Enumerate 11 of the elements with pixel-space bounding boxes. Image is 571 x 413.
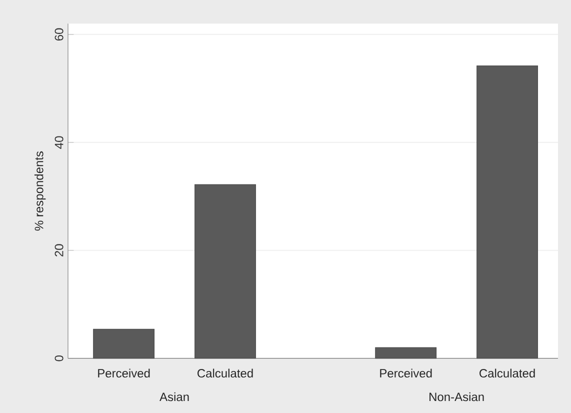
x-tick-label: Perceived [98, 368, 150, 378]
x-tick-label: Calculated [480, 368, 535, 378]
y-tick-label: 60 [54, 28, 64, 41]
x-tick-label: Calculated [198, 368, 253, 378]
y-tick-label: 20 [54, 244, 64, 256]
y-tick-label: 40 [54, 136, 64, 149]
y-tick-label: 0 [54, 355, 64, 362]
y-axis-title: % respondents [34, 151, 46, 231]
text: Asian [160, 392, 189, 402]
text: Non-Asian [430, 392, 484, 402]
x-tick-label: Perceived [380, 368, 432, 378]
